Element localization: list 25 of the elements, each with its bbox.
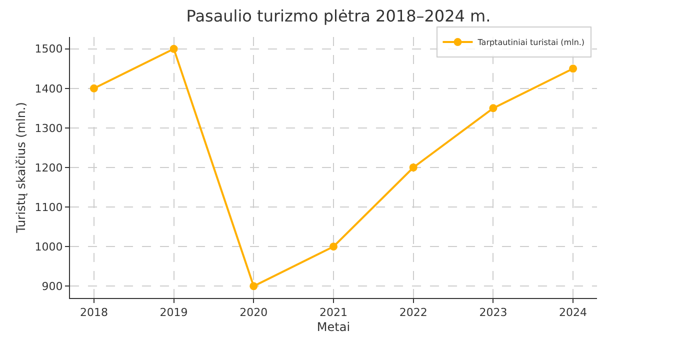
x-tick-label: 2018 bbox=[80, 306, 108, 320]
x-tick-label: 2023 bbox=[479, 306, 508, 320]
x-tick-label: 2019 bbox=[160, 306, 188, 320]
y-tick-label: 1400 bbox=[34, 82, 63, 96]
x-tick-label: 2020 bbox=[240, 306, 268, 320]
point bbox=[409, 164, 418, 172]
point bbox=[569, 64, 578, 73]
y-tick-label: 900 bbox=[42, 280, 63, 293]
point bbox=[489, 104, 498, 112]
y-tick-label: 1300 bbox=[34, 122, 63, 135]
x-axis-title: Metai bbox=[316, 320, 350, 334]
x-tick-label: 2022 bbox=[399, 306, 428, 320]
y-tick-label: 1500 bbox=[34, 42, 63, 56]
chart-title: Pasaulio turizmo plėtra 2018–2024 m. bbox=[186, 6, 491, 26]
point bbox=[90, 84, 98, 92]
point bbox=[330, 242, 338, 251]
y-tick-label: 1100 bbox=[34, 200, 63, 214]
y-tick-label: 1200 bbox=[34, 161, 63, 174]
legend-label: Tarptautiniai turistai (mln.) bbox=[476, 38, 585, 48]
x-tick-label: 2021 bbox=[320, 306, 348, 320]
x-tick-label: 2024 bbox=[559, 306, 588, 320]
y-axis-title: Turistų skaičius (mln.) bbox=[14, 102, 28, 234]
y-tick-label: 1000 bbox=[34, 240, 63, 254]
point bbox=[170, 44, 178, 53]
point bbox=[250, 282, 258, 290]
